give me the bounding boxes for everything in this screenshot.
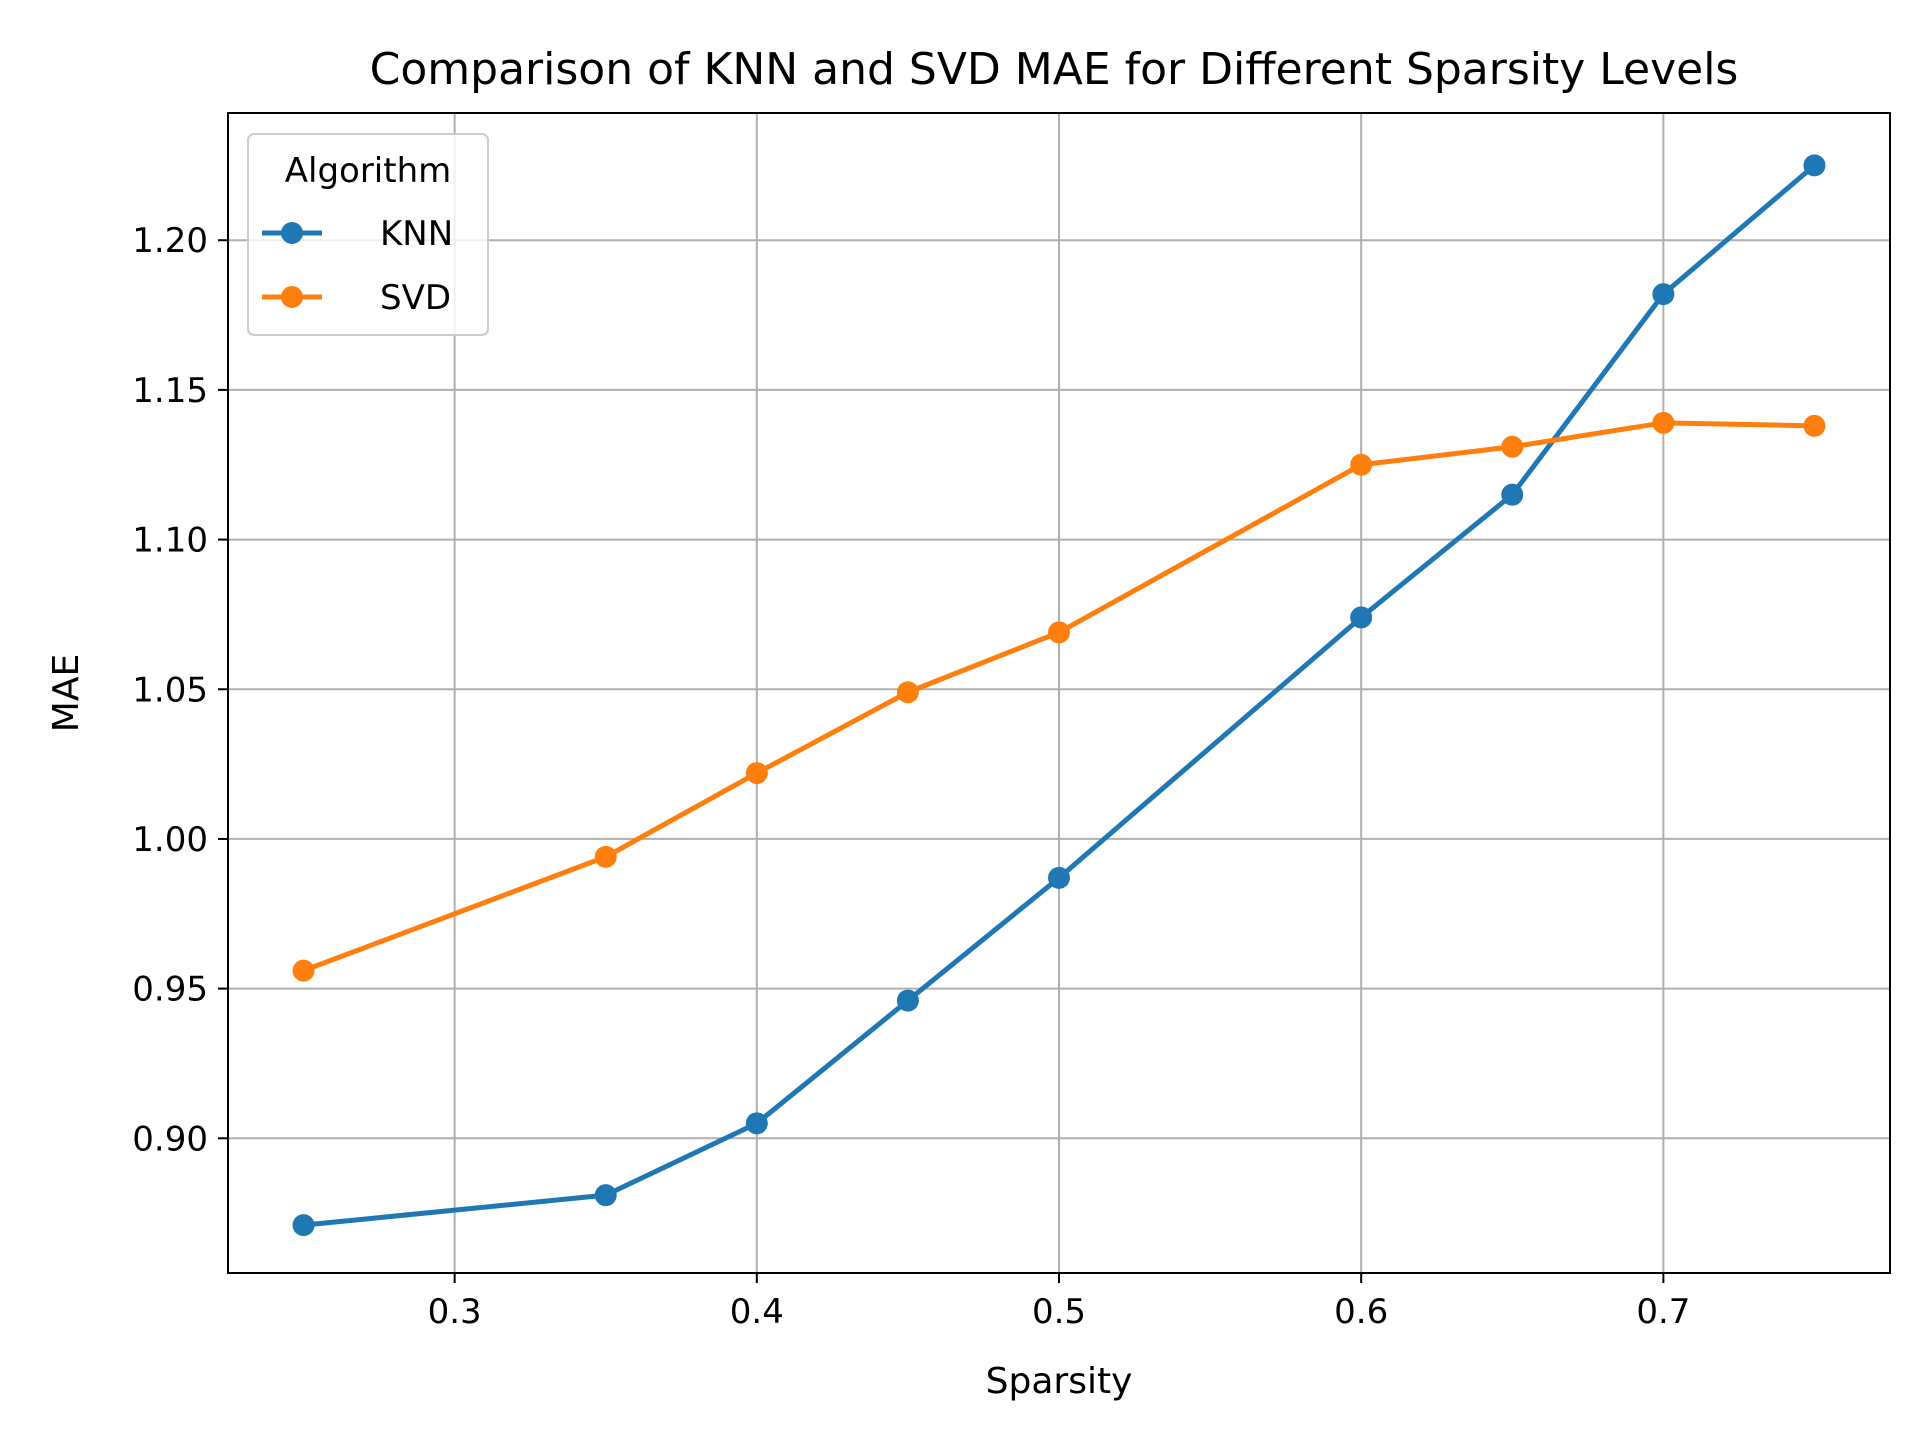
x-tick-label: 0.4	[730, 1292, 784, 1332]
x-tick-label: 0.7	[1636, 1292, 1690, 1332]
svd-point	[896, 681, 919, 704]
series-layer	[292, 154, 1826, 1237]
y-tick-label: 1.15	[132, 371, 208, 411]
legend-svd-marker	[281, 286, 303, 308]
x-axis-label: Sparsity	[986, 1361, 1133, 1402]
x-tick-label: 0.6	[1334, 1292, 1388, 1332]
y-tick-label: 1.05	[132, 670, 208, 710]
svd-point	[1501, 435, 1524, 458]
chart-title: Comparison of KNN and SVD MAE for Differ…	[370, 44, 1739, 95]
x-tick-label: 0.3	[428, 1292, 482, 1332]
knn-point	[1501, 483, 1524, 506]
svd-point	[292, 959, 315, 982]
y-tick-label: 1.10	[132, 521, 208, 561]
knn-point	[1803, 154, 1826, 177]
knn-point	[292, 1214, 315, 1237]
y-tick-label: 0.95	[132, 970, 208, 1010]
knn-point	[896, 989, 919, 1012]
svd-point	[1803, 414, 1826, 437]
knn-point	[1350, 606, 1373, 629]
grid	[228, 113, 1890, 1273]
y-axis: 0.90 0.95 1.00 1.05 1.10 1.15 1.20	[132, 221, 228, 1159]
x-axis: 0.3 0.4 0.5 0.6 0.7	[428, 1273, 1690, 1332]
svd-point	[594, 845, 617, 868]
knn-point	[1048, 866, 1070, 889]
y-tick-label: 1.20	[132, 221, 208, 261]
y-axis-label: MAE	[46, 654, 87, 732]
svd-point	[1652, 411, 1675, 434]
y-tick-label: 0.90	[132, 1119, 208, 1159]
svd-point	[745, 762, 768, 785]
y-tick-label: 1.00	[132, 820, 208, 860]
legend-knn-label: KNN	[380, 214, 453, 254]
knn-point	[1652, 283, 1675, 306]
knn-point	[594, 1184, 617, 1207]
legend-title: Algorithm	[285, 151, 452, 191]
svd-point	[1350, 453, 1373, 476]
svd-point	[1048, 621, 1070, 644]
legend-knn-marker	[281, 222, 303, 244]
knn-point	[745, 1112, 768, 1135]
x-tick-label: 0.5	[1032, 1292, 1086, 1332]
legend: Algorithm KNN SVD	[247, 133, 489, 336]
legend-svd-label: SVD	[380, 278, 451, 318]
legend-box	[247, 133, 489, 336]
